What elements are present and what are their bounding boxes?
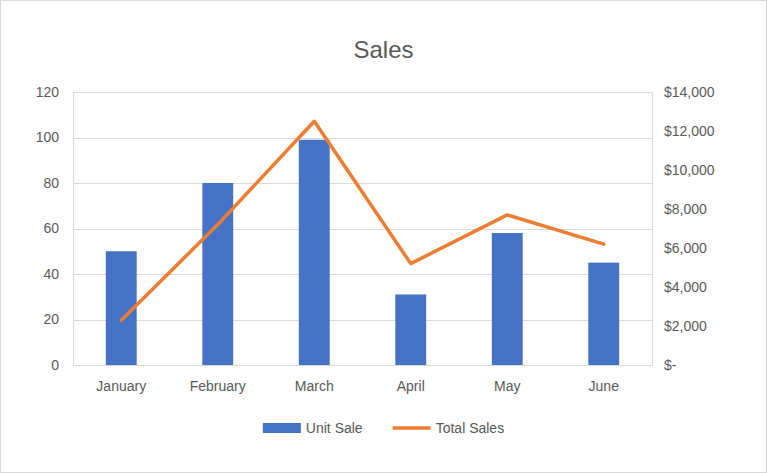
y2-tick-label: $- bbox=[664, 357, 677, 373]
y2-tick: $4,000 bbox=[652, 279, 707, 295]
legend-swatch bbox=[393, 426, 431, 430]
y-tick: 20 bbox=[43, 311, 73, 327]
y2-tick-label: $2,000 bbox=[664, 318, 707, 334]
y-tick-label: 60 bbox=[43, 220, 59, 236]
line bbox=[121, 121, 604, 320]
y-tick: 60 bbox=[43, 220, 73, 236]
y-axis-line bbox=[73, 93, 74, 366]
chart-border bbox=[1, 1, 767, 473]
bar bbox=[395, 294, 426, 365]
y2-axis-line bbox=[652, 93, 653, 366]
x-tick: January bbox=[96, 365, 146, 394]
x-tick-label: June bbox=[589, 378, 620, 394]
y2-tick: $6,000 bbox=[652, 240, 707, 256]
y2-tick-label: $4,000 bbox=[664, 279, 707, 295]
y-tick-label: 100 bbox=[36, 129, 60, 145]
legend-label: Total Sales bbox=[436, 420, 504, 436]
y2-axis: $- $2,000 $4,000 $6,000 $8,000 $10,000 $12,000… bbox=[652, 84, 715, 373]
legend-item: Unit Sale bbox=[263, 420, 363, 436]
x-tick-label: March bbox=[295, 378, 334, 394]
grid-line bbox=[73, 183, 652, 184]
x-tick-label: May bbox=[494, 378, 520, 394]
y-axis: 0 20 40 60 80 100 120 bbox=[36, 84, 74, 373]
grid-line bbox=[73, 138, 652, 139]
grid-line bbox=[73, 229, 652, 230]
y-tick: 100 bbox=[36, 129, 73, 145]
y2-tick-label: $8,000 bbox=[664, 201, 707, 217]
grid-line bbox=[73, 92, 652, 93]
legend-swatch bbox=[263, 423, 301, 433]
x-tick: February bbox=[190, 365, 246, 394]
x-tick: May bbox=[494, 365, 520, 394]
legend: Unit Sale Total Sales bbox=[263, 420, 504, 436]
y-tick: 120 bbox=[36, 84, 73, 100]
bar bbox=[299, 140, 330, 365]
y2-tick: $8,000 bbox=[652, 201, 707, 217]
x-tick-label: February bbox=[190, 378, 246, 394]
bar bbox=[202, 183, 233, 365]
y-tick: 0 bbox=[51, 357, 73, 373]
legend-item: Total Sales bbox=[393, 420, 504, 436]
y-tick-label: 80 bbox=[43, 175, 59, 191]
y2-tick: $- bbox=[652, 357, 677, 373]
y2-tick: $12,000 bbox=[652, 123, 715, 139]
x-tick-label: April bbox=[397, 378, 425, 394]
y-tick-label: 120 bbox=[36, 84, 60, 100]
x-axis: January February March April May June bbox=[74, 365, 653, 394]
y2-tick: $2,000 bbox=[652, 318, 707, 334]
grid-line bbox=[73, 320, 652, 321]
bar-series bbox=[106, 140, 619, 365]
grid bbox=[73, 93, 652, 366]
x-tick: April bbox=[397, 365, 425, 394]
y2-tick-label: $6,000 bbox=[664, 240, 707, 256]
y2-tick-label: $14,000 bbox=[664, 84, 715, 100]
grid-line bbox=[73, 274, 652, 275]
y-tick-label: 40 bbox=[43, 266, 59, 282]
y2-tick: $14,000 bbox=[652, 84, 715, 100]
chart: Sales 0 20 40 60 80 100 120 $- $2,000 $4,000 $6,000… bbox=[0, 0, 767, 473]
marks bbox=[106, 121, 619, 365]
bar bbox=[492, 233, 523, 365]
x-tick-label: January bbox=[96, 378, 146, 394]
y2-tick-label: $12,000 bbox=[664, 123, 715, 139]
legend-label: Unit Sale bbox=[306, 420, 363, 436]
chart-title: Sales bbox=[353, 36, 413, 63]
x-tick: March bbox=[295, 365, 334, 394]
y-tick-label: 0 bbox=[51, 357, 59, 373]
x-tick: June bbox=[589, 365, 620, 394]
y-tick: 80 bbox=[43, 175, 73, 191]
y2-tick-label: $10,000 bbox=[664, 162, 715, 178]
y-tick: 40 bbox=[43, 266, 73, 282]
bar bbox=[588, 263, 619, 365]
y2-tick: $10,000 bbox=[652, 162, 715, 178]
x-axis-line bbox=[74, 365, 653, 366]
grid-line bbox=[73, 365, 652, 366]
y-tick-label: 20 bbox=[43, 311, 59, 327]
